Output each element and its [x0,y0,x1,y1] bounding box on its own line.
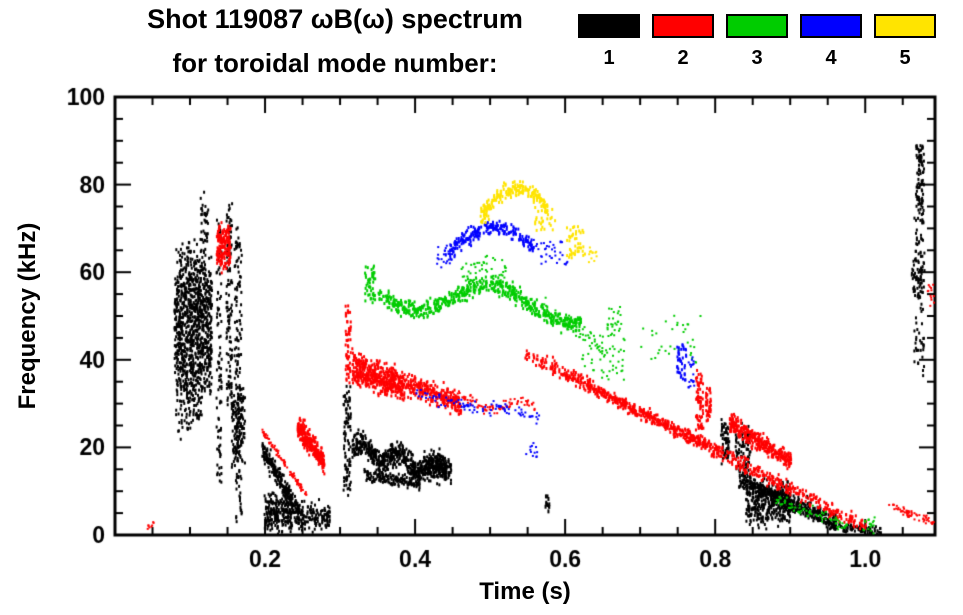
x-axis-label: Time (s) [479,578,571,605]
legend-label-mode-5: 5 [899,47,911,69]
legend-swatch-mode-2 [652,14,714,38]
legend-item-mode-5: 5 [874,14,936,70]
legend-item-mode-4: 4 [800,14,862,70]
legend-item-mode-1: 1 [578,14,640,70]
chart-title: Shot 119087 ωB(ω) spectrum [147,4,523,34]
y-axis-label: Frequency (kHz) [14,222,41,410]
legend-swatch-mode-3 [726,14,788,38]
mode-legend: 1 2 3 4 5 [578,14,936,70]
legend-swatch-mode-5 [874,14,936,38]
legend-swatch-mode-4 [800,14,862,38]
chart-subtitle: for toroidal mode number: [172,48,498,78]
legend-swatch-mode-1 [578,14,640,38]
legend-item-mode-3: 3 [726,14,788,70]
legend-item-mode-2: 2 [652,14,714,70]
legend-label-mode-4: 4 [825,47,837,69]
legend-label-mode-1: 1 [603,47,615,69]
legend-label-mode-2: 2 [677,47,689,69]
legend-label-mode-3: 3 [751,47,763,69]
